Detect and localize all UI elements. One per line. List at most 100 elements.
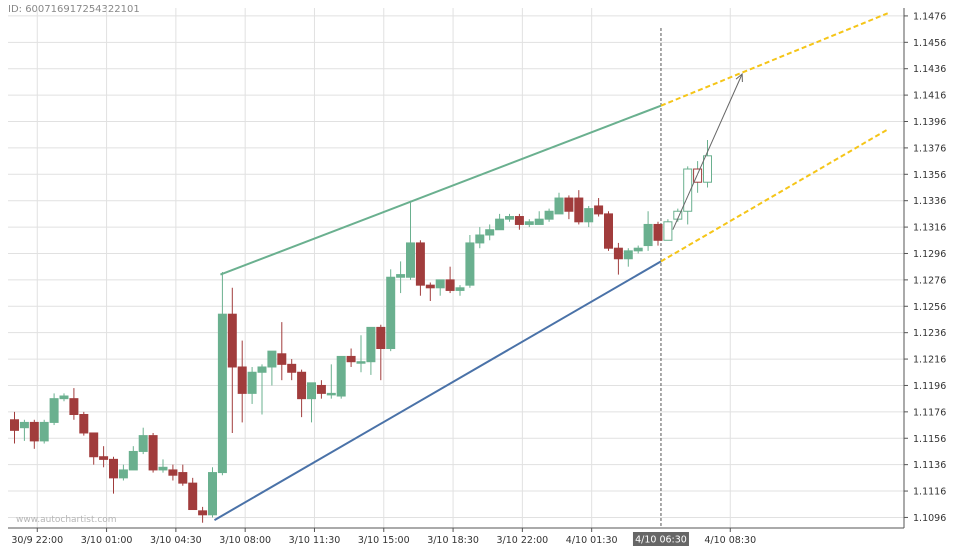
candle [435,279,445,289]
candle [69,398,79,415]
candle [59,395,69,400]
current-time-label: 4/10 06:30 [635,535,687,546]
candle [109,458,118,479]
candle [198,510,208,516]
candle [138,435,148,452]
candle [584,208,594,223]
current-time-badge [632,532,689,546]
candle [613,247,623,260]
candle [663,221,673,241]
candle [643,223,653,247]
candle [485,229,495,236]
candle [386,276,396,350]
x-tick-label: 3/10 08:00 [219,535,271,546]
candle [128,450,138,471]
candle [594,205,604,215]
candle [425,284,435,289]
candle [693,168,703,183]
y-tick-label: 1.1096 [913,513,946,524]
axes-layer: 1.1476 1.1456 1.1436 1.1416 1.1396 1.1376 1.13… [8,8,946,546]
candle [356,361,366,364]
candle [158,466,168,471]
candle [208,472,217,516]
candle [39,421,49,442]
candle [19,421,29,429]
candle [495,218,505,231]
y-tick-label: 1.1416 [913,91,946,102]
candle [118,469,128,479]
candle [683,168,693,212]
candle [29,421,39,442]
candle [514,216,524,225]
y-tick-label: 1.1176 [913,407,946,418]
projection-line [660,128,889,263]
candle [287,363,297,373]
candle [574,197,584,223]
candle [79,413,89,434]
candle [544,210,554,220]
y-tick-label: 1.1436 [913,64,946,75]
candle [49,398,59,423]
candle [524,221,534,225]
watermark: www.autochartist.com [16,515,117,525]
candle [376,326,386,350]
candle [445,279,455,291]
candle [406,242,415,278]
candle [623,250,633,260]
candle [554,197,564,215]
candle [237,366,247,394]
candle [227,313,237,368]
candle [633,247,643,252]
y-tick-label: 1.1256 [913,302,946,313]
candle [604,213,613,249]
candle [455,287,465,291]
candle [465,242,475,286]
chart-id: ID: 600716917254322101 [8,4,140,15]
y-tick-label: 1.1136 [913,460,946,471]
candle [326,392,336,396]
projection-line [660,12,889,107]
y-tick-label: 1.1456 [913,38,946,49]
candle [257,366,267,373]
y-tick-label: 1.1216 [913,355,946,366]
x-tick-label: 4/10 01:30 [566,535,618,546]
candle [10,419,19,431]
candle [307,382,316,400]
y-tick-label: 1.1376 [913,143,946,154]
forecast-arrow-head [735,72,743,83]
candle [505,216,514,220]
candle [564,197,574,212]
y-tick-label: 1.1236 [913,328,946,339]
trend-lines-layer [213,12,889,521]
y-tick-label: 1.1296 [913,249,946,260]
y-tick-label: 1.1276 [913,275,946,286]
candle [346,355,356,363]
candle [277,353,287,365]
y-tick-label: 1.1316 [913,223,946,234]
candle [267,350,277,368]
candle [168,469,178,476]
x-tick-label: 3/10 18:30 [427,535,479,546]
candle [703,155,712,183]
y-tick-label: 1.1356 [913,170,946,181]
x-tick-label: 3/10 15:00 [358,535,410,546]
x-tick-label: 4/10 08:30 [704,535,756,546]
forecast-arrow [672,73,743,230]
y-tick-label: 1.1476 [913,11,946,22]
candle [247,371,257,394]
candle [217,313,227,474]
candle [396,274,406,278]
candle [366,326,376,363]
candle [316,384,326,394]
x-tick-label: 3/10 04:30 [150,535,202,546]
candle [336,355,346,397]
candle [89,432,99,458]
candle [415,242,425,286]
y-tick-label: 1.1336 [913,196,946,207]
x-tick-label: 3/10 01:00 [81,535,133,546]
candle [534,218,544,225]
x-tick-label: 30/9 22:00 [11,535,63,546]
support-line [213,260,662,521]
x-tick-label: 3/10 22:00 [497,535,549,546]
